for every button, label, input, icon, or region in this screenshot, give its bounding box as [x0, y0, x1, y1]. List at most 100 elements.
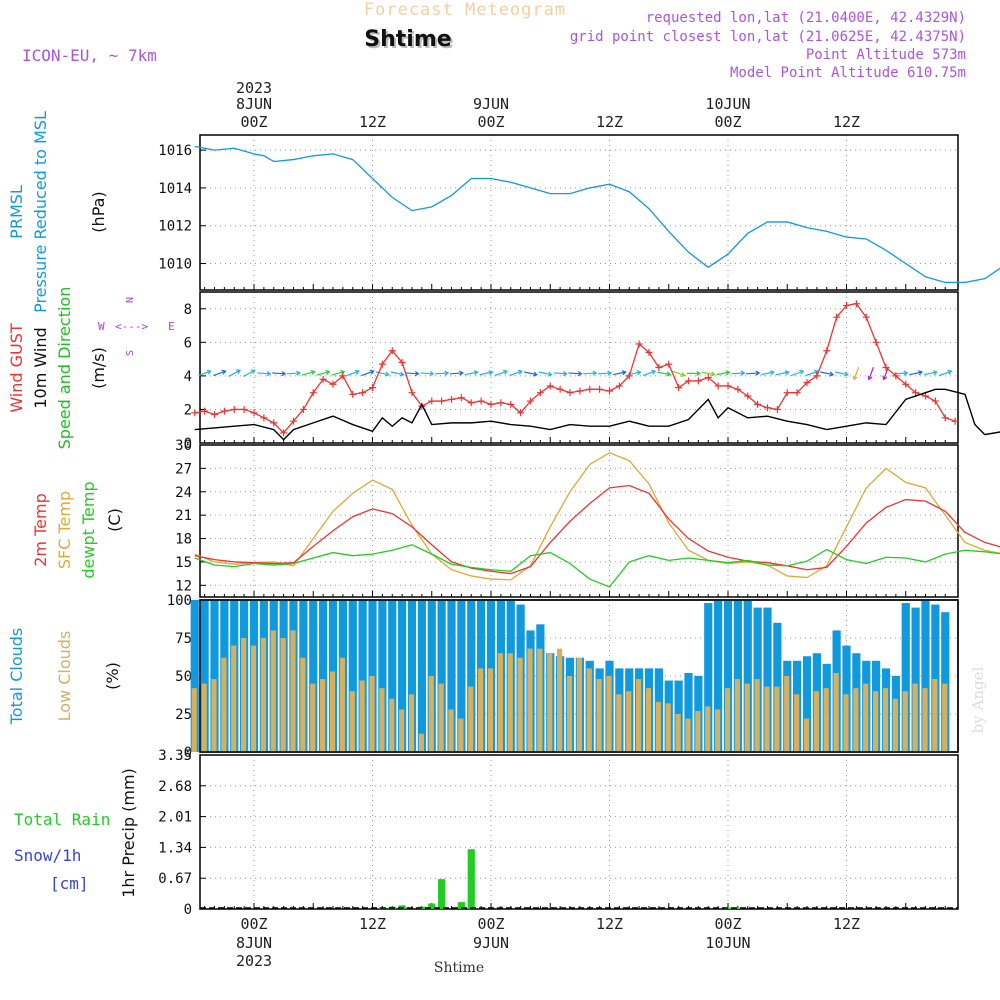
- wind-gust-point: [438, 397, 446, 405]
- low-clouds-bar: [379, 688, 385, 752]
- wind-gust-point: [951, 417, 959, 425]
- wind-gust-point: [536, 389, 544, 397]
- precip-bar: [467, 849, 475, 909]
- low-clouds-bar: [280, 638, 286, 752]
- ytick-label-2-5: 27: [175, 461, 192, 477]
- wind-gust-point: [487, 400, 495, 408]
- wind-gust-point: [586, 385, 594, 393]
- panel-1: 0 2 4 6 8: [184, 292, 1000, 452]
- wind-gust-line: [194, 303, 956, 434]
- wind-direction-arrow: [524, 371, 538, 377]
- low-clouds-bar: [320, 679, 326, 752]
- wind-gust-point: [764, 404, 771, 412]
- wind-direction-arrow: [479, 370, 494, 376]
- meteogram-subtitle: Forecast Meteogram: [364, 0, 566, 20]
- wind-direction-head: [577, 370, 583, 377]
- bottom-day-label-2: 9JUN: [473, 934, 509, 952]
- wind-gust-point: [665, 360, 673, 368]
- wind-direction-shaft: [731, 372, 745, 375]
- pressure-label-msl: Pressure Reduced to MSL: [31, 111, 50, 313]
- wind-gust-point: [625, 372, 633, 380]
- low-clouds-bar: [863, 683, 869, 752]
- wind-gust-point: [694, 377, 702, 385]
- wind-direction-shaft: [524, 371, 537, 376]
- wind-direction-head: [769, 370, 775, 376]
- top-tick-label-5: 12Z: [833, 113, 860, 131]
- low-clouds-bar: [547, 653, 553, 752]
- wind-direction-shaft: [568, 372, 582, 375]
- wind-direction-shaft: [909, 371, 923, 376]
- wind-gust-point: [882, 364, 890, 371]
- top-tick-label-1: 12Z: [359, 113, 386, 131]
- precip-bar: [438, 879, 446, 909]
- requested-coords: requested lon,lat (21.0400E, 42.4329N): [646, 10, 966, 26]
- low-clouds-bar: [270, 630, 276, 752]
- ytick-label-3-3: 75: [175, 631, 192, 647]
- wind-direction-arrow: [228, 369, 241, 377]
- wind-direction-arrow: [716, 370, 731, 376]
- wind-gust-label: Wind GUST: [7, 323, 26, 413]
- wind-gust-point: [872, 338, 880, 346]
- wind-direction-shaft: [538, 371, 552, 376]
- wind-direction-arrow: [449, 370, 465, 376]
- wind-direction-arrow: [198, 369, 212, 377]
- panel-frame-0: [199, 134, 959, 291]
- precip-bar: [457, 902, 465, 909]
- wind-direction-arrow: [820, 371, 835, 377]
- low-clouds-bar: [784, 676, 790, 752]
- ytick-label-4-1: 0.67: [158, 871, 192, 887]
- panel-2: 12 15 18 21 24 27 30: [175, 438, 1000, 598]
- total-clouds-bar: [802, 656, 812, 752]
- panel-frame-4: [199, 754, 959, 910]
- total-clouds-bar: [309, 600, 318, 752]
- low-clouds-bar: [557, 648, 563, 752]
- low-clouds-bar: [932, 679, 938, 752]
- wind-gust-point: [339, 372, 347, 380]
- low-clouds-bar: [734, 679, 740, 752]
- wind-gust-point: [734, 385, 742, 393]
- wind-direction-head: [932, 370, 938, 376]
- low-clouds-bar: [922, 688, 928, 752]
- top-day-label-2: 9JUN: [473, 95, 509, 113]
- wind-gust-point: [448, 395, 455, 403]
- wind-direction-head: [784, 370, 790, 376]
- footer-station: Shtime: [434, 960, 484, 976]
- low-clouds-bar: [596, 679, 602, 752]
- wind-direction-arrow: [390, 371, 405, 377]
- precip-unit-label: 1hr Precip (mm): [119, 768, 138, 898]
- wind-direction-arrow: [790, 369, 805, 377]
- wind-direction-shaft: [213, 370, 226, 377]
- wind-direction-shaft: [449, 372, 463, 375]
- low-clouds-bar: [290, 630, 296, 752]
- total-clouds-bar: [901, 603, 910, 752]
- wind-direction-arrow: [213, 369, 227, 377]
- ytick-label-2-6: 30: [175, 438, 192, 454]
- wind-gust-point: [912, 389, 920, 397]
- total-clouds-label: Total Clouds: [7, 628, 26, 726]
- wind-direction-head: [384, 371, 390, 377]
- wind-direction-shaft: [228, 369, 241, 377]
- wind-10m-line: [194, 388, 1000, 441]
- bottom-day-label-1: 8JUN: [236, 934, 272, 952]
- wind-direction-shaft: [598, 372, 612, 375]
- total-clouds-bar: [378, 600, 387, 752]
- low-clouds-bar: [715, 709, 721, 752]
- total-clouds-bar: [931, 604, 940, 752]
- wind-direction-shaft: [301, 371, 315, 376]
- wind-gust-point: [941, 414, 949, 422]
- low-clouds-bar: [231, 645, 237, 752]
- wind-gust-point: [280, 429, 288, 437]
- ytick-label-0-3: 1016: [158, 143, 192, 159]
- wind-direction-head: [235, 369, 241, 375]
- low-clouds-bar: [942, 683, 948, 752]
- wind-direction-arrow: [568, 370, 583, 377]
- total-clouds-bar: [704, 603, 713, 752]
- ytick-label-4-2: 1.34: [158, 840, 192, 856]
- wind-gust-point: [556, 385, 564, 393]
- low-clouds-bar: [813, 691, 819, 752]
- low-clouds-bar: [665, 703, 671, 752]
- low-clouds-bar: [685, 718, 691, 752]
- wind-direction-arrow: [686, 370, 702, 377]
- wind-direction-head: [725, 370, 731, 376]
